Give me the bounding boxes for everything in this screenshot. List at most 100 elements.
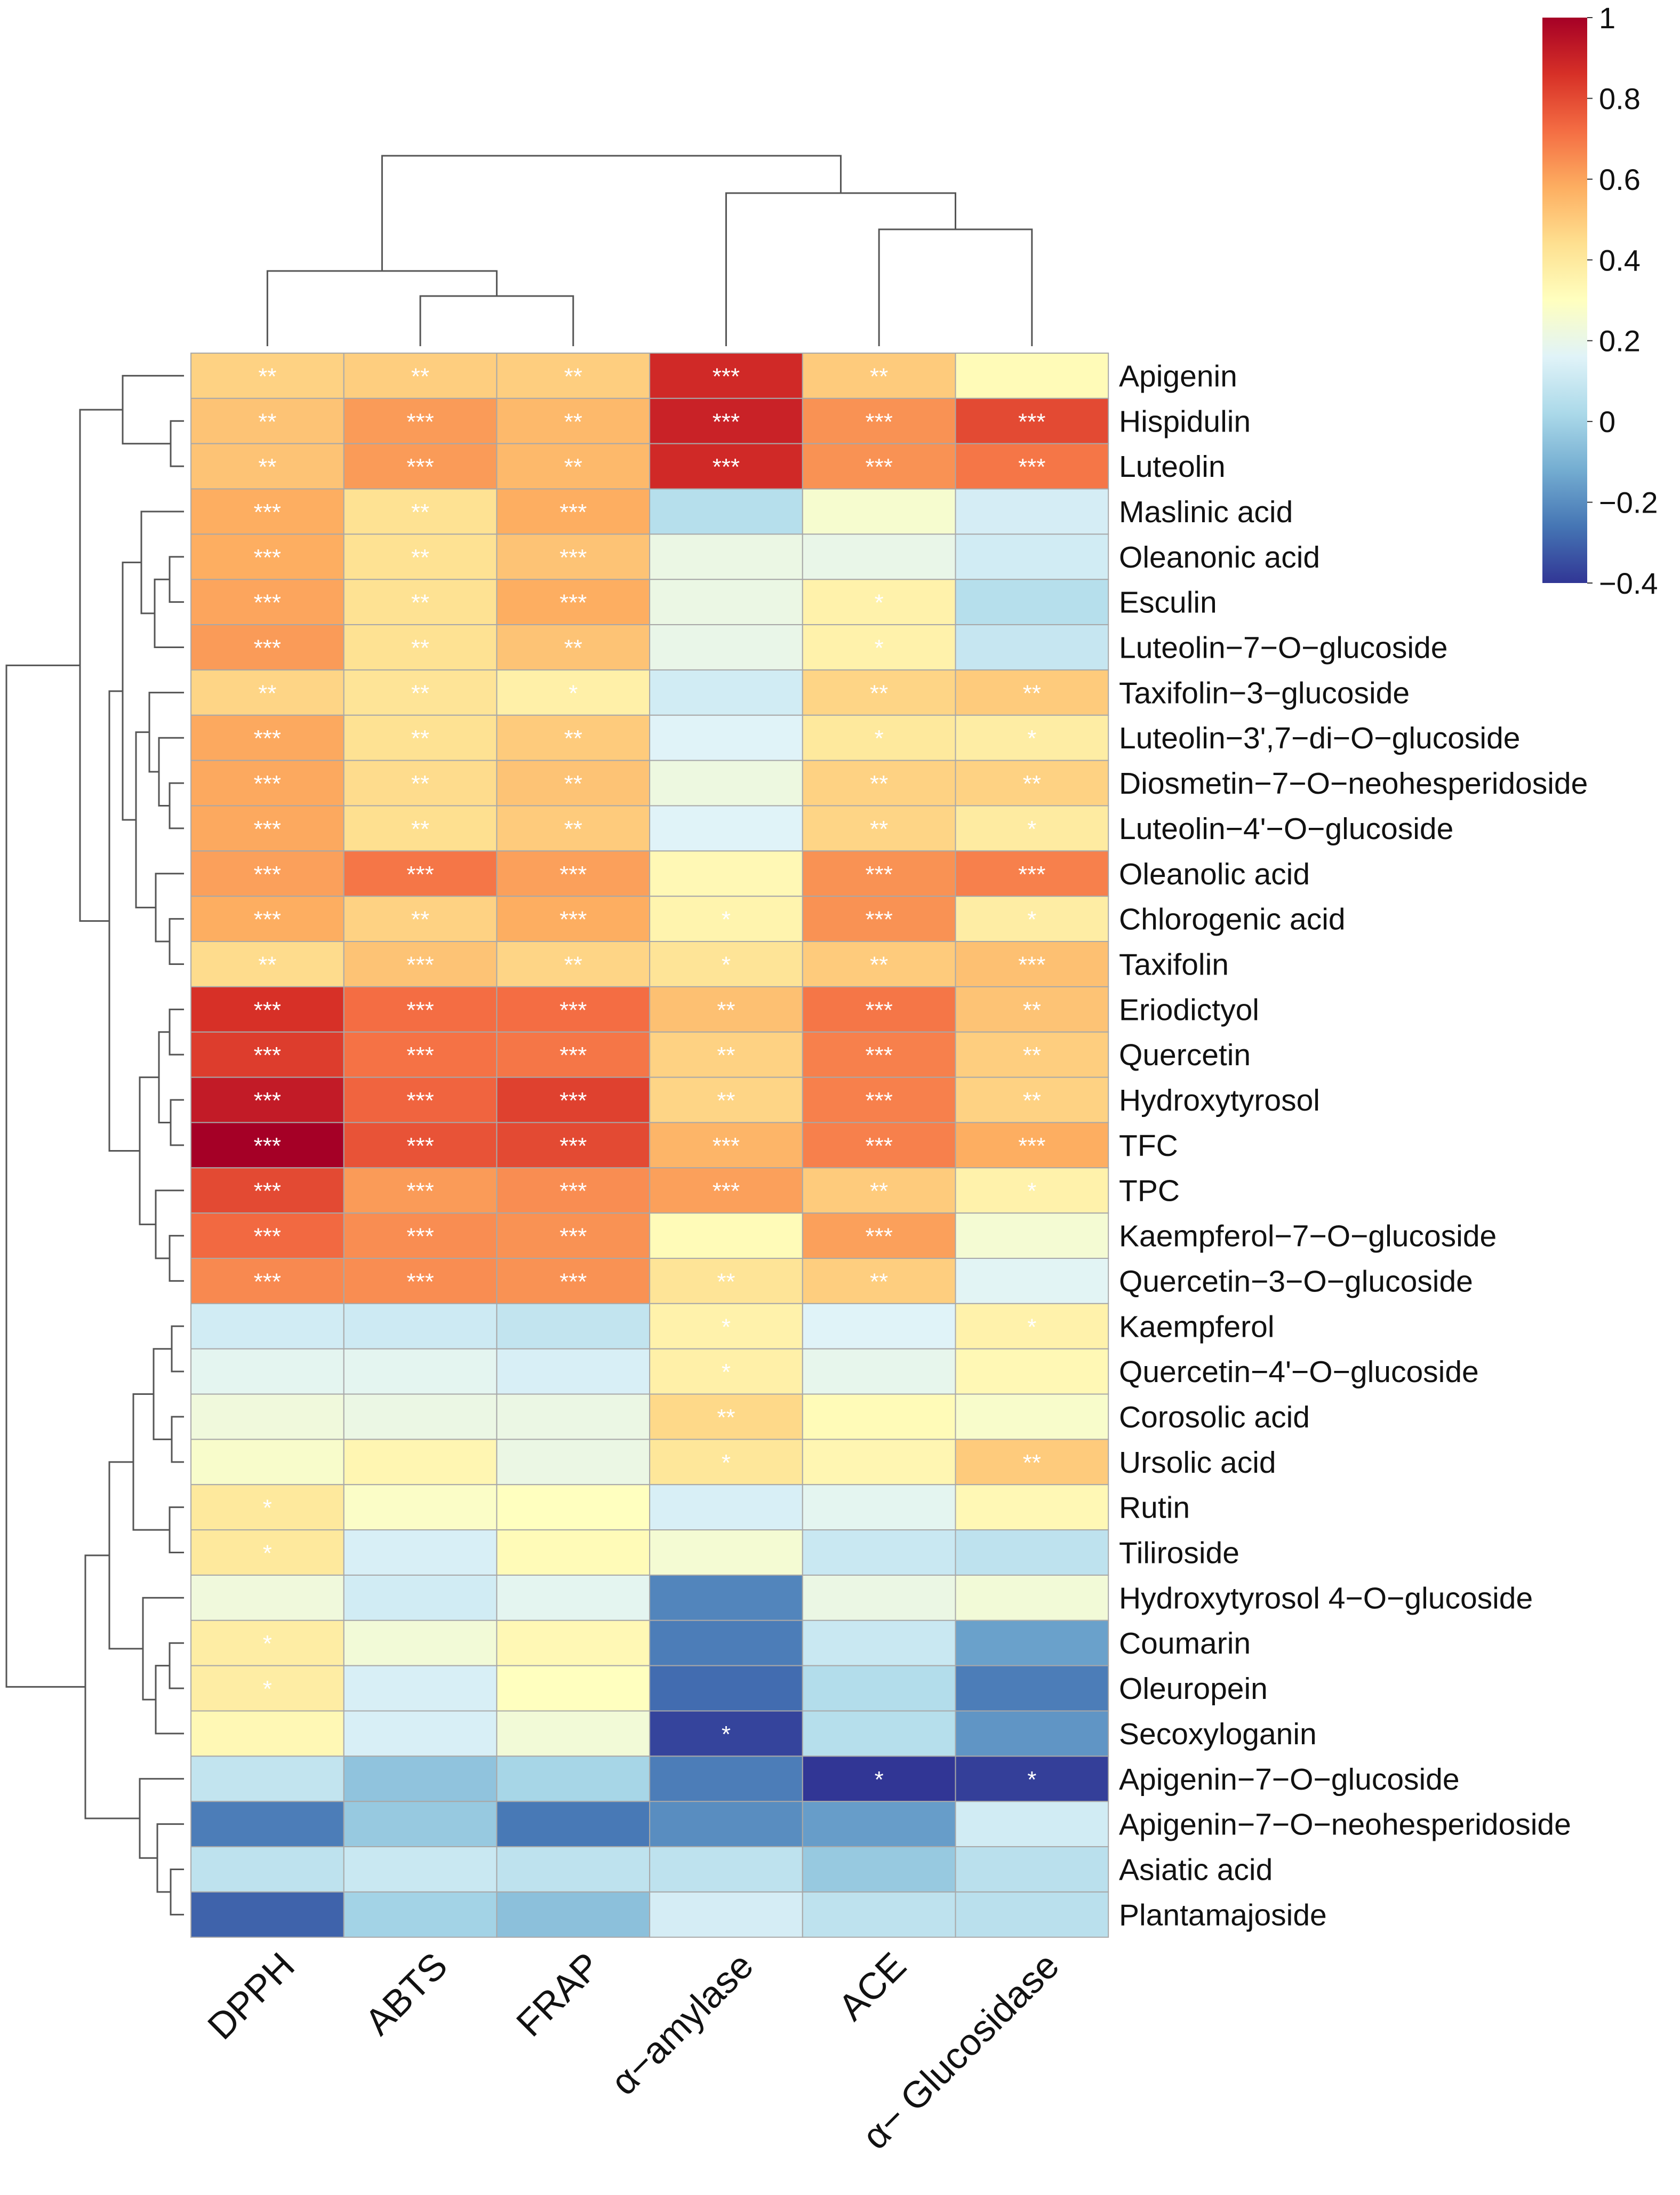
row-label: Esculin [1119, 586, 1217, 620]
heatmap-cell [649, 533, 803, 580]
significance-star: ** [258, 680, 276, 706]
heatmap-cell [802, 1846, 956, 1893]
dendrogram-link [725, 192, 956, 346]
significance-star: *** [1018, 409, 1045, 435]
significance-star: ** [258, 952, 276, 978]
significance-marks: ** ** ** *** **** *** ** *** *** ***** *** ** *** ***… [254, 363, 1046, 1792]
heatmap-cell [190, 533, 345, 580]
significance-star: *** [559, 1268, 587, 1295]
significance-star: ** [717, 1088, 735, 1114]
heatmap-cell [649, 443, 803, 490]
heatmap-cell [343, 1891, 498, 1938]
significance-star: *** [865, 409, 892, 435]
heatmap-cell [190, 1439, 345, 1486]
significance-star: *** [559, 499, 587, 525]
significance-star: *** [406, 997, 434, 1023]
significance-star: *** [559, 590, 587, 616]
significance-star: *** [254, 1133, 281, 1159]
heatmap-cell [649, 1710, 803, 1757]
significance-star: ** [870, 363, 888, 389]
heatmap-cell [190, 1212, 345, 1259]
dendrogram-link [170, 420, 184, 467]
significance-star: *** [254, 816, 281, 842]
heatmap-cell [343, 1484, 498, 1531]
heatmap-cell [802, 1076, 956, 1123]
heatmap-cell [802, 1439, 956, 1486]
heatmap-cell [190, 714, 345, 761]
color-scale-tick-label: 1 [1599, 1, 1615, 35]
significance-star: *** [559, 545, 587, 571]
heatmap-cell [343, 1574, 498, 1621]
row-label: Plantamajoside [1119, 1898, 1327, 1932]
heatmap-cell [649, 1258, 803, 1304]
significance-star: ** [411, 635, 429, 661]
heatmap-cell [190, 805, 345, 852]
heatmap-cell [802, 1710, 956, 1757]
significance-star: * [569, 680, 578, 706]
heatmap-cell [343, 1122, 498, 1169]
heatmap-cell [343, 1710, 498, 1757]
heatmap-cell [955, 669, 1109, 716]
significance-star: *** [254, 1224, 281, 1250]
heatmap-cell [649, 1031, 803, 1078]
color-scale-tick-label: 0.8 [1599, 82, 1641, 115]
significance-star: * [1027, 1767, 1036, 1793]
color-scale-bar [1542, 18, 1587, 583]
heatmap-cell [343, 896, 498, 943]
significance-star: ** [870, 816, 888, 842]
significance-star: *** [1018, 952, 1045, 978]
significance-star: *** [559, 1042, 587, 1068]
column-label: ABTS [357, 1944, 455, 2042]
row-label: Oleuropein [1119, 1672, 1268, 1706]
heatmap-cell [496, 1212, 651, 1259]
heatmap-cell [496, 1574, 651, 1621]
heatmap-cell [190, 1755, 345, 1802]
heatmap-cell [955, 488, 1109, 535]
heatmap-cell [496, 1031, 651, 1078]
column-label: α−amylase [603, 1944, 761, 2103]
significance-star: *** [559, 1224, 587, 1250]
heatmap-cell [802, 896, 956, 943]
heatmap-cell [955, 1484, 1109, 1531]
dendrogram-link [139, 1778, 184, 1859]
significance-star: * [263, 1541, 272, 1567]
row-label: Asiatic acid [1119, 1853, 1273, 1887]
significance-star: ** [870, 952, 888, 978]
significance-star: *** [406, 1042, 434, 1068]
dendrogram-link [170, 1099, 184, 1146]
heatmap-cell [343, 941, 498, 987]
row-label: Hydroxytyrosol [1119, 1083, 1320, 1118]
heatmap-cell [649, 1801, 803, 1848]
heatmap-cell [955, 714, 1109, 761]
significance-star: ** [564, 454, 582, 480]
significance-star: *** [406, 1268, 434, 1295]
significance-star: ** [258, 363, 276, 389]
heatmap-cell [190, 624, 345, 671]
significance-star: ** [1023, 771, 1041, 797]
significance-star: *** [1018, 1133, 1045, 1159]
significance-star: *** [559, 861, 587, 888]
heatmap-cell [343, 1529, 498, 1576]
significance-star: *** [559, 1088, 587, 1114]
heatmap-cell [649, 488, 803, 535]
significance-star: *** [1018, 454, 1045, 480]
heatmap-cell [343, 1076, 498, 1123]
significance-star: *** [406, 454, 434, 480]
heatmap-cell [649, 353, 803, 399]
dendrogram-link [108, 1461, 143, 1650]
significance-star: *** [254, 771, 281, 797]
row-label: Kaempferol [1119, 1310, 1275, 1344]
row-label: Taxifolin−3−glucoside [1119, 676, 1410, 710]
heatmap-cell [190, 1801, 345, 1848]
dendrogram-link [266, 270, 498, 346]
dendrogram-link [169, 1008, 184, 1056]
heatmap-cell [496, 1710, 651, 1757]
heatmap-cell [955, 1031, 1109, 1078]
heatmap-cell [190, 1031, 345, 1078]
row-label: Quercetin−4'−O−glucoside [1119, 1355, 1479, 1389]
heatmap-cell [649, 1393, 803, 1440]
heatmap-cell [343, 488, 498, 535]
significance-star: ** [411, 771, 429, 797]
row-label: TFC [1119, 1129, 1178, 1163]
